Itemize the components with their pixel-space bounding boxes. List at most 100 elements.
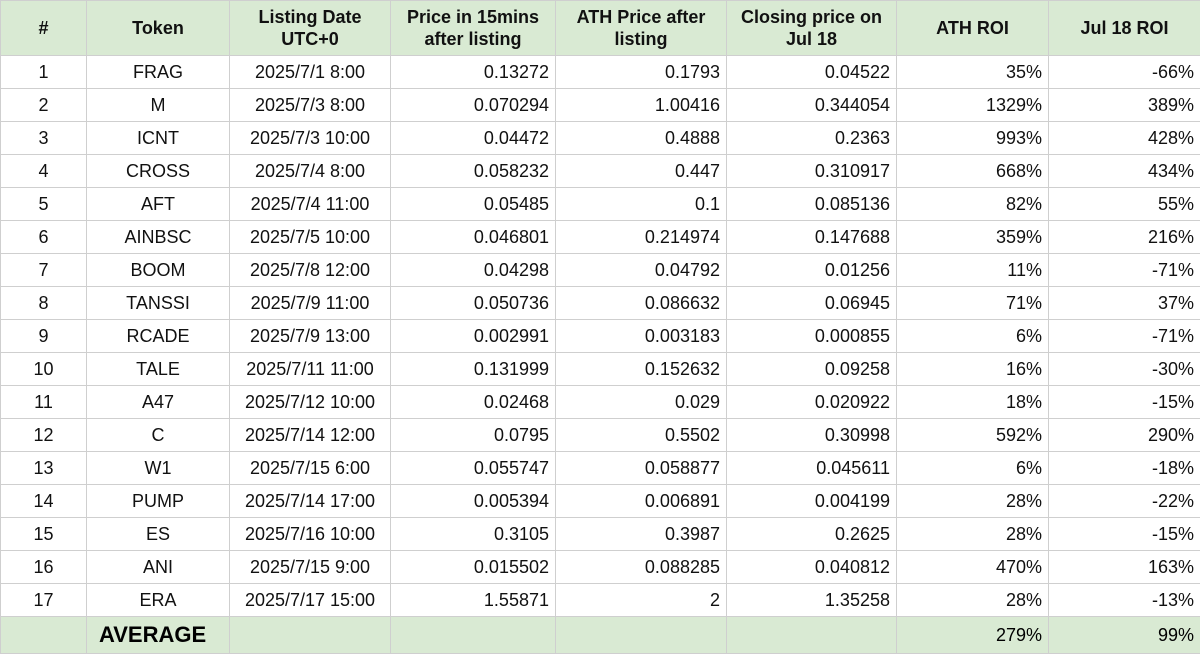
cell-closing-price[interactable]: 0.040812: [727, 551, 897, 584]
cell-ath-roi[interactable]: 6%: [897, 452, 1049, 485]
cell-ath-price[interactable]: 0.1793: [556, 56, 727, 89]
cell-price-15mins[interactable]: 0.04298: [391, 254, 556, 287]
cell-listing-date[interactable]: 2025/7/15 6:00: [230, 452, 391, 485]
cell-closing-price[interactable]: 1.35258: [727, 584, 897, 617]
cell-price-15mins[interactable]: 0.04472: [391, 122, 556, 155]
cell-ath-price[interactable]: 0.5502: [556, 419, 727, 452]
cell-token[interactable]: TANSSI: [87, 287, 230, 320]
cell-index[interactable]: 6: [1, 221, 87, 254]
average-empty-cell[interactable]: [391, 617, 556, 654]
cell-token[interactable]: ANI: [87, 551, 230, 584]
cell-closing-price[interactable]: 0.344054: [727, 89, 897, 122]
cell-price-15mins[interactable]: 0.02468: [391, 386, 556, 419]
cell-listing-date[interactable]: 2025/7/16 10:00: [230, 518, 391, 551]
cell-ath-roi[interactable]: 28%: [897, 485, 1049, 518]
cell-price-15mins[interactable]: 0.0795: [391, 419, 556, 452]
cell-index[interactable]: 5: [1, 188, 87, 221]
cell-ath-price[interactable]: 0.003183: [556, 320, 727, 353]
cell-index[interactable]: 1: [1, 56, 87, 89]
cell-closing-price[interactable]: 0.2363: [727, 122, 897, 155]
column-header-ath-price[interactable]: ATH Price after listing: [556, 1, 727, 56]
cell-listing-date[interactable]: 2025/7/14 12:00: [230, 419, 391, 452]
cell-ath-price[interactable]: 0.04792: [556, 254, 727, 287]
cell-ath-roi[interactable]: 359%: [897, 221, 1049, 254]
cell-price-15mins[interactable]: 0.055747: [391, 452, 556, 485]
cell-listing-date[interactable]: 2025/7/3 10:00: [230, 122, 391, 155]
cell-ath-price[interactable]: 0.214974: [556, 221, 727, 254]
cell-price-15mins[interactable]: 0.070294: [391, 89, 556, 122]
cell-closing-price[interactable]: 0.2625: [727, 518, 897, 551]
cell-index[interactable]: 4: [1, 155, 87, 188]
cell-listing-date[interactable]: 2025/7/9 11:00: [230, 287, 391, 320]
cell-closing-price[interactable]: 0.045611: [727, 452, 897, 485]
cell-ath-roi[interactable]: 11%: [897, 254, 1049, 287]
cell-jul18-roi[interactable]: -22%: [1049, 485, 1200, 518]
average-empty-cell[interactable]: [230, 617, 391, 654]
cell-listing-date[interactable]: 2025/7/3 8:00: [230, 89, 391, 122]
cell-closing-price[interactable]: 0.30998: [727, 419, 897, 452]
cell-listing-date[interactable]: 2025/7/11 11:00: [230, 353, 391, 386]
cell-index[interactable]: 7: [1, 254, 87, 287]
cell-jul18-roi[interactable]: -13%: [1049, 584, 1200, 617]
cell-listing-date[interactable]: 2025/7/14 17:00: [230, 485, 391, 518]
cell-ath-price[interactable]: 1.00416: [556, 89, 727, 122]
cell-price-15mins[interactable]: 0.131999: [391, 353, 556, 386]
average-empty-cell[interactable]: [1, 617, 87, 654]
average-label[interactable]: AVERAGE: [87, 617, 230, 654]
cell-jul18-roi[interactable]: -71%: [1049, 320, 1200, 353]
cell-jul18-roi[interactable]: 163%: [1049, 551, 1200, 584]
average-empty-cell[interactable]: [727, 617, 897, 654]
cell-ath-roi[interactable]: 82%: [897, 188, 1049, 221]
cell-closing-price[interactable]: 0.06945: [727, 287, 897, 320]
cell-ath-price[interactable]: 0.058877: [556, 452, 727, 485]
average-ath-roi[interactable]: 279%: [897, 617, 1049, 654]
cell-token[interactable]: W1: [87, 452, 230, 485]
cell-index[interactable]: 17: [1, 584, 87, 617]
cell-listing-date[interactable]: 2025/7/15 9:00: [230, 551, 391, 584]
cell-ath-price[interactable]: 0.3987: [556, 518, 727, 551]
cell-ath-price[interactable]: 0.447: [556, 155, 727, 188]
column-header-listing-date[interactable]: Listing Date UTC+0: [230, 1, 391, 56]
cell-ath-roi[interactable]: 18%: [897, 386, 1049, 419]
cell-jul18-roi[interactable]: 428%: [1049, 122, 1200, 155]
cell-jul18-roi[interactable]: -66%: [1049, 56, 1200, 89]
cell-index[interactable]: 15: [1, 518, 87, 551]
cell-ath-roi[interactable]: 592%: [897, 419, 1049, 452]
cell-closing-price[interactable]: 0.147688: [727, 221, 897, 254]
cell-price-15mins[interactable]: 0.13272: [391, 56, 556, 89]
cell-jul18-roi[interactable]: -15%: [1049, 386, 1200, 419]
cell-token[interactable]: AFT: [87, 188, 230, 221]
cell-price-15mins[interactable]: 0.005394: [391, 485, 556, 518]
cell-ath-price[interactable]: 0.086632: [556, 287, 727, 320]
cell-price-15mins[interactable]: 0.058232: [391, 155, 556, 188]
cell-listing-date[interactable]: 2025/7/4 11:00: [230, 188, 391, 221]
cell-ath-price[interactable]: 0.029: [556, 386, 727, 419]
cell-jul18-roi[interactable]: -15%: [1049, 518, 1200, 551]
cell-ath-roi[interactable]: 35%: [897, 56, 1049, 89]
cell-closing-price[interactable]: 0.085136: [727, 188, 897, 221]
cell-closing-price[interactable]: 0.020922: [727, 386, 897, 419]
cell-ath-price[interactable]: 0.1: [556, 188, 727, 221]
cell-ath-roi[interactable]: 668%: [897, 155, 1049, 188]
cell-index[interactable]: 3: [1, 122, 87, 155]
cell-jul18-roi[interactable]: 290%: [1049, 419, 1200, 452]
cell-ath-roi[interactable]: 1329%: [897, 89, 1049, 122]
cell-closing-price[interactable]: 0.04522: [727, 56, 897, 89]
cell-price-15mins[interactable]: 0.002991: [391, 320, 556, 353]
cell-token[interactable]: PUMP: [87, 485, 230, 518]
cell-token[interactable]: BOOM: [87, 254, 230, 287]
cell-token[interactable]: RCADE: [87, 320, 230, 353]
cell-ath-price[interactable]: 0.006891: [556, 485, 727, 518]
cell-jul18-roi[interactable]: -30%: [1049, 353, 1200, 386]
cell-token[interactable]: ERA: [87, 584, 230, 617]
cell-token[interactable]: ES: [87, 518, 230, 551]
cell-token[interactable]: CROSS: [87, 155, 230, 188]
cell-listing-date[interactable]: 2025/7/12 10:00: [230, 386, 391, 419]
cell-jul18-roi[interactable]: 434%: [1049, 155, 1200, 188]
cell-closing-price[interactable]: 0.004199: [727, 485, 897, 518]
cell-index[interactable]: 10: [1, 353, 87, 386]
cell-index[interactable]: 8: [1, 287, 87, 320]
cell-index[interactable]: 2: [1, 89, 87, 122]
cell-ath-roi[interactable]: 71%: [897, 287, 1049, 320]
cell-ath-roi[interactable]: 16%: [897, 353, 1049, 386]
